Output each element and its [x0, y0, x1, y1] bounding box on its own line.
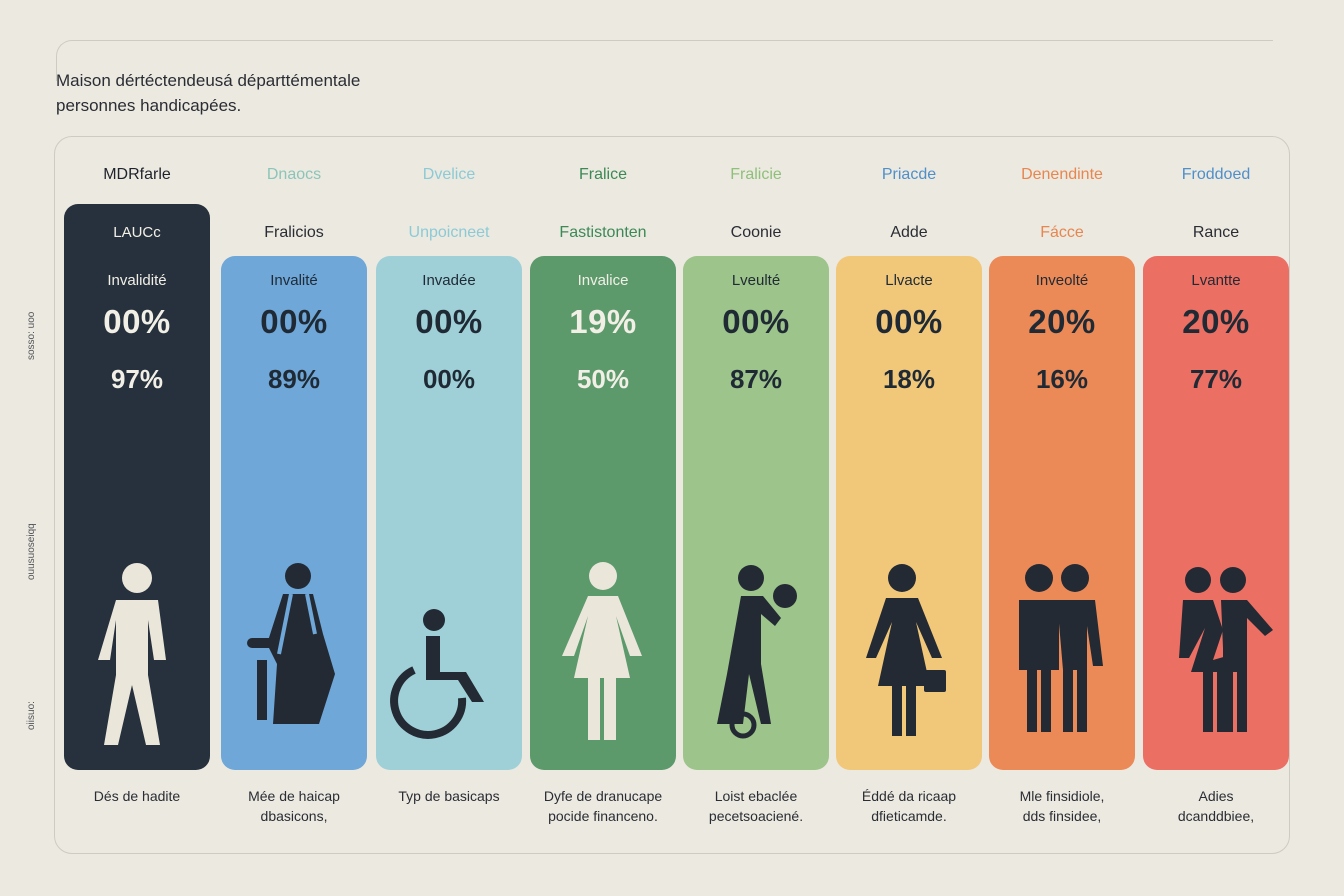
- percentage-secondary: 18%: [882, 364, 936, 394]
- card-category-label: Invalité: [270, 272, 318, 289]
- percentage-secondary: 89%: [267, 364, 321, 394]
- caption-line: Adies: [1198, 788, 1234, 804]
- caption-line: dcanddbiee,: [1177, 808, 1255, 824]
- card-category-label: Invadée: [422, 272, 476, 289]
- category-column: Fralicie Lveulté 00% 87% Coonie Loist ebaclé…: [683, 0, 829, 896]
- percentage-primary: 00%: [722, 303, 790, 340]
- category-column: MDRfarle Invalidité 00% 97% LAUCc Dés de had…: [64, 0, 210, 896]
- column-subtitle: Rance: [1192, 224, 1240, 241]
- category-column: Dnaocs Invalité 00% 89% Fralicios Mée de hai…: [221, 0, 367, 896]
- percentage-primary: 19%: [569, 303, 637, 340]
- percentage-secondary: 50%: [576, 364, 630, 394]
- caption-line: Mle finsidiole,: [1019, 788, 1105, 804]
- person-with-walker-icon: [247, 563, 335, 724]
- category-card: Lvantte 20% 77%: [1143, 256, 1289, 770]
- column-caption: Dyfe de dranucape pocide financeno.: [530, 786, 676, 826]
- category-card: Invalité 00% 89%: [221, 256, 367, 770]
- card-category-label: Invalice: [577, 272, 629, 289]
- column-caption: Éddé da ricaap dfieticamde.: [836, 786, 982, 826]
- column-header: Froddoed: [1181, 166, 1251, 183]
- couple-icon: [1179, 567, 1273, 732]
- column-caption: Mle finsidiole, dds finsidee,: [989, 786, 1135, 826]
- caption-line: Mée de haicap: [248, 788, 340, 804]
- percentage-primary: 20%: [1182, 303, 1250, 340]
- column-subtitle: Unpoicneet: [408, 224, 490, 241]
- percentage-primary: 20%: [1028, 303, 1096, 340]
- category-column: Fralice Invalice 19% 50% Fastistonten Dyfe d…: [530, 0, 676, 896]
- column-subtitle: Coonie: [730, 224, 782, 241]
- woman-with-bag-icon: [866, 564, 946, 736]
- caption-line: pocide financeno.: [548, 808, 658, 824]
- card-category-label: Inveolté: [1035, 272, 1089, 289]
- category-column: Priacde Llvacte 00% 18% Adde Éddé da ricaap d…: [836, 0, 982, 896]
- category-column: Denendinte Inveolté 20% 16% Fácce Mle finsid…: [989, 0, 1135, 896]
- card-subtitle: LAUCc: [113, 224, 161, 241]
- column-header: Denendinte: [1021, 166, 1103, 183]
- percentage-primary: 00%: [103, 303, 171, 340]
- title-line-2: personnes handicapées.: [56, 96, 242, 115]
- card-category-label: Llvacte: [885, 272, 933, 289]
- column-caption: Mée de haicap dbasicons,: [221, 786, 367, 826]
- category-card: Llvacte 00% 18%: [836, 256, 982, 770]
- standing-person-icon: [98, 563, 166, 745]
- percentage-primary: 00%: [415, 303, 483, 340]
- side-label-bottom: oiisuo:: [26, 701, 37, 730]
- column-caption: Adies dcanddbiee,: [1143, 786, 1289, 826]
- column-subtitle: Fácce: [1040, 224, 1084, 241]
- percentage-secondary: 16%: [1035, 364, 1089, 394]
- column-header: Fralicie: [730, 166, 782, 183]
- caption-line: Dyfe de dranucape: [543, 788, 663, 804]
- category-card: Lveulté 00% 87%: [683, 256, 829, 770]
- column-caption: Typ de basicaps: [376, 786, 522, 806]
- column-header: Dvelice: [422, 166, 476, 183]
- category-card: Inveolté 20% 16%: [989, 256, 1135, 770]
- card-category-label: Lveulté: [731, 272, 781, 289]
- category-card: Invadée 00% 00%: [376, 256, 522, 770]
- percentage-primary: 00%: [260, 303, 328, 340]
- caption-line: Loist ebaclée: [714, 788, 798, 804]
- category-column: Froddoed Lvantte 20% 77% Rance Adies dcanddbi…: [1143, 0, 1289, 896]
- caption-line: dbasicons,: [260, 808, 328, 824]
- column-subtitle: Fralicios: [264, 224, 324, 241]
- caption-line: Dés de hadite: [93, 788, 181, 804]
- caption-line: dds finsidee,: [1022, 808, 1102, 824]
- column-subtitle: Adde: [890, 224, 928, 241]
- caption-line: pecetsoaciené.: [708, 808, 804, 824]
- percentage-secondary: 97%: [110, 364, 164, 394]
- page-title: Maison dértéctendeusá départtémentale pe…: [56, 68, 556, 118]
- category-card: Invalice 19% 50%: [530, 256, 676, 770]
- top-frame-line: [56, 40, 1273, 81]
- two-persons-icon: [1019, 564, 1103, 732]
- side-label-middle: ouusuoseiqq: [26, 523, 37, 580]
- percentage-secondary: 00%: [422, 364, 476, 394]
- percentage-secondary: 77%: [1189, 364, 1243, 394]
- card-category-label: Invalidité: [107, 272, 167, 289]
- caption-line: Éddé da ricaap: [861, 788, 957, 804]
- caption-line: dfieticamde.: [871, 808, 947, 824]
- column-header: Priacde: [881, 166, 937, 183]
- column-caption: Dés de hadite: [64, 786, 210, 806]
- wheelchair-user-icon: [390, 609, 484, 739]
- column-caption: Loist ebaclée pecetsoaciené.: [683, 786, 829, 826]
- column-header: Dnaocs: [266, 166, 322, 183]
- caption-line: Typ de basicaps: [398, 788, 500, 804]
- percentage-secondary: 87%: [729, 364, 783, 394]
- standing-woman-icon: [562, 562, 642, 740]
- percentage-primary: 00%: [875, 303, 943, 340]
- side-label-top: sosso: uoo: [26, 311, 37, 360]
- column-header: MDRfarle: [103, 166, 171, 183]
- card-category-label: Lvantte: [1191, 272, 1241, 289]
- category-card: Invalidité 00% 97%: [64, 204, 210, 770]
- title-line-1: Maison dértéctendeusá départtémentale: [56, 71, 361, 90]
- column-header: Fralice: [578, 166, 627, 183]
- chart-panel: [54, 136, 1290, 854]
- category-column: Dvelice Invadée 00% 00% Unpoicneet Typ de ba…: [376, 0, 522, 896]
- column-subtitle: Fastistonten: [559, 224, 647, 241]
- person-with-ball-icon: [717, 565, 797, 739]
